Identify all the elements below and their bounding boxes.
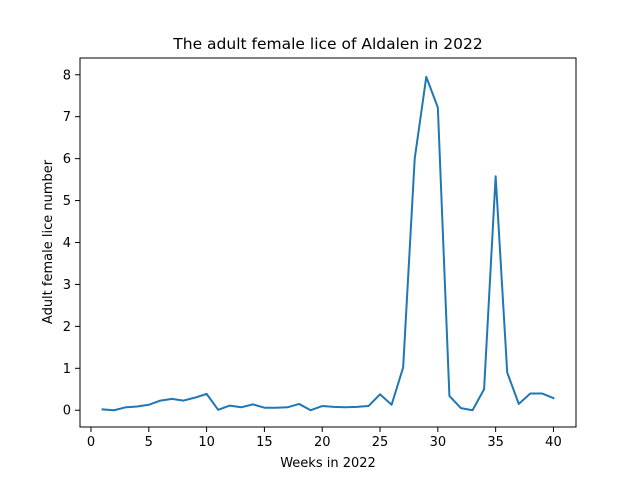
x-axis-label: Weeks in 2022	[280, 456, 376, 471]
x-tick-label: 25	[372, 435, 389, 450]
data-point	[275, 407, 277, 409]
chart-title: The adult female lice of Aldalen in 2022	[172, 35, 482, 53]
data-point	[252, 403, 254, 405]
x-tick-label: 15	[256, 435, 273, 450]
data-point	[182, 400, 184, 402]
data-point	[206, 393, 208, 395]
data-point	[159, 400, 161, 402]
data-point	[287, 406, 289, 408]
data-point	[518, 403, 520, 405]
y-tick-label: 2	[63, 320, 71, 335]
data-point	[171, 398, 173, 400]
x-tick-label: 5	[145, 435, 153, 450]
data-point	[298, 403, 300, 405]
y-tick-label: 8	[63, 68, 71, 83]
x-tick-label: 35	[487, 435, 504, 450]
y-tick-label: 0	[63, 404, 71, 419]
y-axis-label: Adult female lice number	[41, 159, 56, 324]
data-point	[148, 404, 150, 406]
data-point	[529, 392, 531, 394]
data-point	[483, 388, 485, 390]
data-point	[437, 106, 439, 108]
y-tick-label: 3	[63, 278, 71, 293]
data-point	[217, 409, 219, 411]
data-point	[402, 366, 404, 368]
data-point	[367, 405, 369, 407]
data-point	[414, 158, 416, 160]
data-point	[472, 409, 474, 411]
data-point	[356, 406, 358, 408]
data-point	[495, 175, 497, 177]
y-tick-label: 4	[63, 236, 71, 251]
data-point	[552, 397, 554, 399]
data-point	[194, 397, 196, 399]
y-tick-label: 6	[63, 152, 71, 167]
x-tick-label: 0	[87, 435, 95, 450]
y-tick-label: 1	[63, 362, 71, 377]
data-point	[541, 392, 543, 394]
y-tick-label: 7	[63, 110, 71, 125]
data-point	[102, 408, 104, 410]
data-point	[113, 409, 115, 411]
x-tick-label: 40	[545, 435, 562, 450]
data-point	[321, 405, 323, 407]
x-tick-label: 30	[430, 435, 447, 450]
y-tick-label: 5	[63, 194, 71, 209]
series-line	[101, 75, 555, 412]
data-point	[136, 405, 138, 407]
plot-area: 0 5 10 15 20 25 30 35 40 0 1 2 3 4 5 6 7 8	[63, 57, 577, 450]
x-tick-label: 10	[198, 435, 215, 450]
data-point	[425, 76, 427, 78]
data-point	[310, 409, 312, 411]
data-point	[263, 407, 265, 409]
data-point	[333, 406, 335, 408]
data-point	[240, 406, 242, 408]
x-tick-label: 20	[314, 435, 331, 450]
data-point	[379, 393, 381, 395]
data-point	[125, 406, 127, 408]
data-point	[506, 371, 508, 373]
data-point	[391, 404, 393, 406]
data-point	[460, 407, 462, 409]
data-point	[344, 406, 346, 408]
data-point	[448, 395, 450, 397]
data-point	[229, 405, 231, 407]
